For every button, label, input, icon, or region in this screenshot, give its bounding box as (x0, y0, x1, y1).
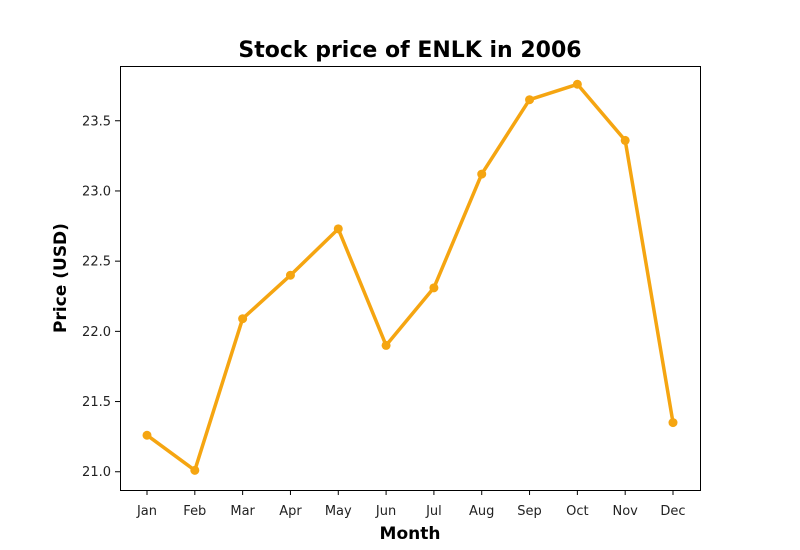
x-tick-label: Nov (612, 504, 638, 519)
y-tick-label: 23.5 (82, 114, 111, 129)
x-tick-label: Feb (183, 504, 206, 519)
chart-title: Stock price of ENLK in 2006 (238, 38, 581, 63)
x-axis: Jan Feb Mar Apr May Jun Jul Aug Sep Oct Nov Dec (136, 490, 686, 519)
data-point (525, 95, 535, 105)
data-point (333, 224, 343, 234)
data-point (285, 270, 295, 280)
x-tick-label: Aug (469, 504, 494, 519)
data-point (381, 340, 391, 350)
x-tick-label: Apr (279, 504, 302, 519)
y-axis-label: Price (USD) (51, 223, 71, 333)
series-line (145, 82, 675, 473)
y-tick-label: 21.0 (82, 465, 111, 480)
y-tick-label: 22.0 (82, 325, 111, 340)
x-tick-label: Jan (136, 504, 157, 519)
data-point (142, 430, 152, 440)
y-tick-label: 21.5 (82, 395, 111, 410)
x-tick-label: Mar (230, 504, 255, 519)
x-tick-label: Jun (375, 504, 396, 519)
data-point (477, 169, 487, 179)
data-point (668, 418, 678, 428)
x-tick-label: Sep (517, 504, 542, 519)
x-tick-label: May (325, 504, 352, 519)
data-point (572, 79, 582, 89)
y-axis: 21.0 21.5 22.0 22.5 23.0 23.5 (82, 114, 120, 480)
series-layer (142, 79, 678, 475)
data-point (620, 135, 630, 145)
y-tick-label: 22.5 (82, 255, 111, 270)
data-point (238, 314, 248, 324)
x-tick-label: Jul (425, 504, 442, 519)
x-tick-label: Dec (660, 504, 685, 519)
y-tick-label: 23.0 (82, 184, 111, 199)
plot-area-frame (120, 66, 701, 491)
data-point (190, 465, 200, 475)
data-point (429, 283, 439, 293)
x-tick-label: Oct (566, 504, 588, 519)
x-axis-label: Month (380, 524, 441, 544)
